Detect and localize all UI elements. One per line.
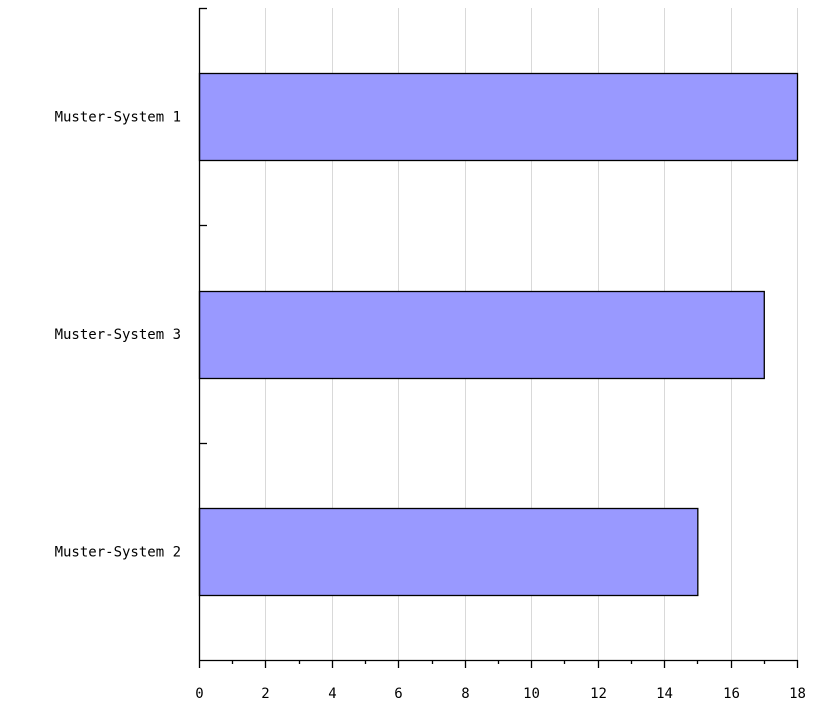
axes: [198, 7, 799, 668]
x-tick-label: 0: [195, 686, 203, 702]
x-tick-label: 4: [328, 686, 336, 702]
x-tick-label: 16: [723, 686, 740, 702]
category-label: Muster-System 1: [55, 110, 181, 126]
bars: [198, 72, 799, 597]
x-tick-label: 6: [394, 686, 402, 702]
labels: Muster-System 1 Muster-System 3 Muster-Sys…: [55, 110, 806, 702]
category-label: Muster-System 2: [55, 544, 181, 560]
x-tick-label: 2: [261, 686, 269, 702]
category-label: Muster-System 3: [55, 327, 181, 343]
bar: [198, 72, 799, 162]
x-tick-label: 18: [789, 686, 806, 702]
bar: [198, 507, 699, 597]
x-tick-label: 14: [656, 686, 673, 702]
x-tick-label: 10: [523, 686, 540, 702]
bar: [198, 290, 765, 380]
x-tick-label: 8: [461, 686, 469, 702]
x-tick-label: 12: [590, 686, 607, 702]
